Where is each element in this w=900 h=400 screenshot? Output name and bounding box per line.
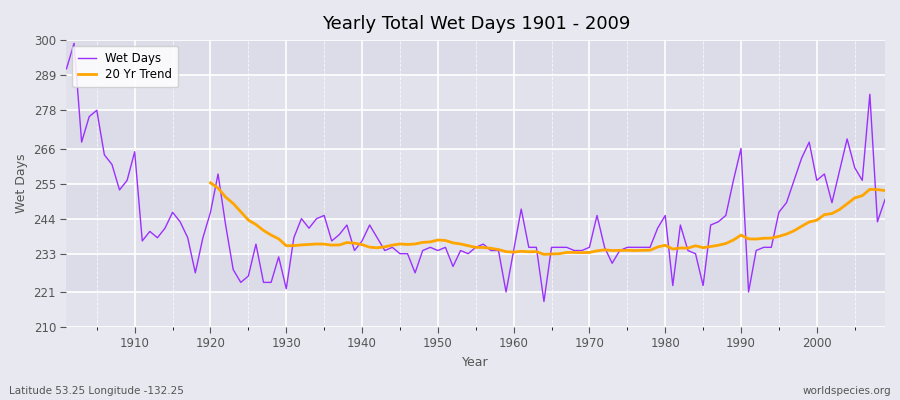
20 Yr Trend <box>205 180 216 185</box>
Wet Days <box>296 216 307 221</box>
Wet Days <box>508 248 519 253</box>
Legend: Wet Days, 20 Yr Trend: Wet Days, 20 Yr Trend <box>72 46 178 87</box>
20 Yr Trend <box>682 246 693 250</box>
20 Yr Trend <box>296 242 307 247</box>
Bar <box>67 219 885 254</box>
20 Yr Trend <box>410 242 420 246</box>
20 Yr Trend <box>773 234 784 239</box>
Wet Days <box>615 248 626 253</box>
20 Yr Trend <box>788 228 799 233</box>
20 Yr Trend <box>538 252 549 257</box>
Wet Days <box>341 223 352 228</box>
Text: worldspecies.org: worldspecies.org <box>803 386 891 396</box>
Bar <box>67 75 885 110</box>
Wet Days <box>538 299 549 304</box>
Wet Days <box>61 66 72 71</box>
Wet Days <box>68 41 79 46</box>
Title: Yearly Total Wet Days 1901 - 2009: Yearly Total Wet Days 1901 - 2009 <box>321 15 630 33</box>
Bar <box>67 292 885 327</box>
20 Yr Trend <box>857 193 868 198</box>
Text: Latitude 53.25 Longitude -132.25: Latitude 53.25 Longitude -132.25 <box>9 386 184 396</box>
Wet Days <box>130 149 140 154</box>
Line: Wet Days: Wet Days <box>67 43 885 302</box>
20 Yr Trend <box>879 188 890 193</box>
X-axis label: Year: Year <box>463 356 489 369</box>
Line: 20 Yr Trend: 20 Yr Trend <box>211 183 885 254</box>
Wet Days <box>516 207 526 212</box>
Y-axis label: Wet Days: Wet Days <box>15 154 28 213</box>
Bar <box>67 148 885 184</box>
Wet Days <box>879 197 890 202</box>
